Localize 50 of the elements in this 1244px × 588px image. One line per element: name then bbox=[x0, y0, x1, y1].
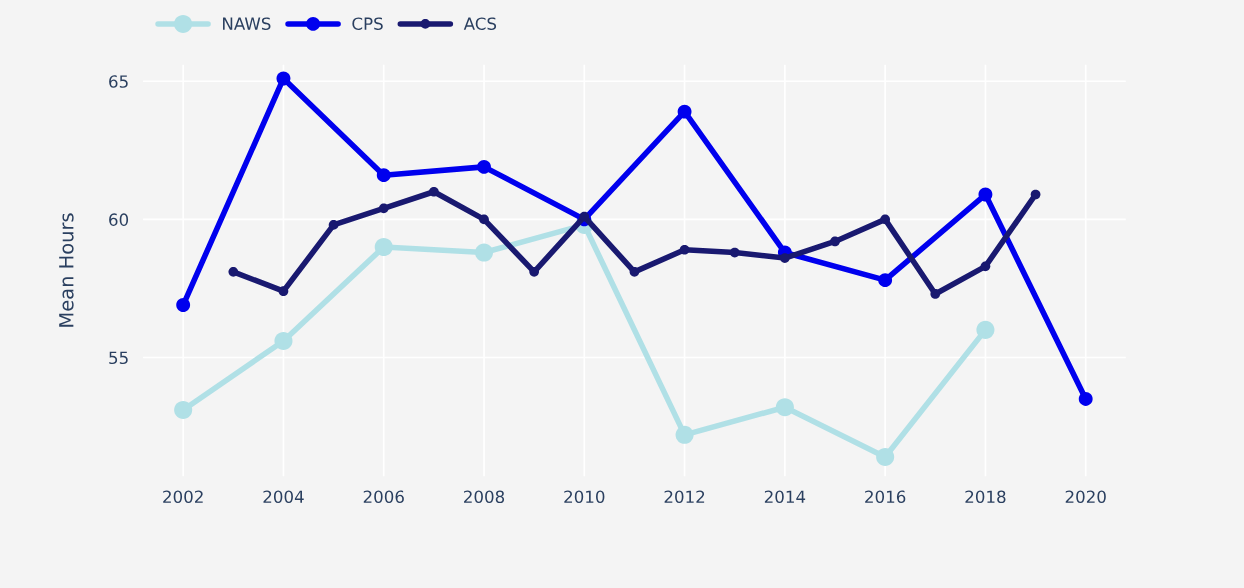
point bbox=[878, 273, 893, 288]
point bbox=[830, 236, 840, 247]
point bbox=[479, 214, 489, 225]
point bbox=[328, 220, 339, 230]
point bbox=[374, 237, 393, 257]
point bbox=[1030, 189, 1041, 200]
x-tick-label: 2014 bbox=[764, 490, 806, 504]
x-tick-label: 2016 bbox=[865, 490, 906, 504]
x-tick-label: 2002 bbox=[163, 490, 203, 504]
y-tick-label: 55 bbox=[109, 351, 128, 365]
point bbox=[775, 398, 794, 417]
point bbox=[477, 159, 491, 174]
legend-label: ACS bbox=[463, 17, 497, 30]
point bbox=[579, 211, 590, 222]
point bbox=[474, 243, 494, 262]
y-axis-title: Mean Hours bbox=[59, 213, 74, 327]
point bbox=[876, 447, 895, 466]
x-tick-label: 2020 bbox=[1065, 490, 1106, 504]
point bbox=[976, 320, 995, 339]
point bbox=[675, 425, 694, 444]
y-tick-label: 60 bbox=[109, 213, 129, 226]
point bbox=[176, 298, 191, 312]
point bbox=[980, 261, 991, 272]
legend-label: NAWS bbox=[223, 17, 271, 30]
point bbox=[276, 71, 291, 86]
x-tick-label: 2018 bbox=[965, 490, 1006, 504]
point bbox=[677, 104, 692, 119]
point bbox=[529, 267, 540, 277]
x-tick-label: 2004 bbox=[263, 490, 304, 504]
x-tick-label: 2010 bbox=[564, 490, 605, 504]
x-tick-label: 2006 bbox=[363, 490, 404, 504]
point bbox=[174, 400, 193, 420]
point bbox=[274, 331, 293, 350]
point bbox=[679, 244, 690, 255]
legend-label: CPS bbox=[352, 17, 383, 30]
point bbox=[376, 168, 391, 183]
point bbox=[880, 214, 891, 225]
y-tick-label: 65 bbox=[109, 75, 128, 88]
point bbox=[1078, 391, 1093, 406]
point bbox=[930, 289, 941, 299]
point bbox=[278, 286, 289, 297]
point bbox=[378, 203, 389, 214]
point bbox=[629, 267, 640, 277]
x-tick-label: 2008 bbox=[464, 490, 505, 504]
point bbox=[978, 187, 993, 202]
point bbox=[228, 267, 239, 277]
x-tick-label: 2012 bbox=[664, 490, 705, 504]
point bbox=[429, 186, 439, 197]
point bbox=[780, 253, 790, 263]
point bbox=[729, 247, 740, 258]
